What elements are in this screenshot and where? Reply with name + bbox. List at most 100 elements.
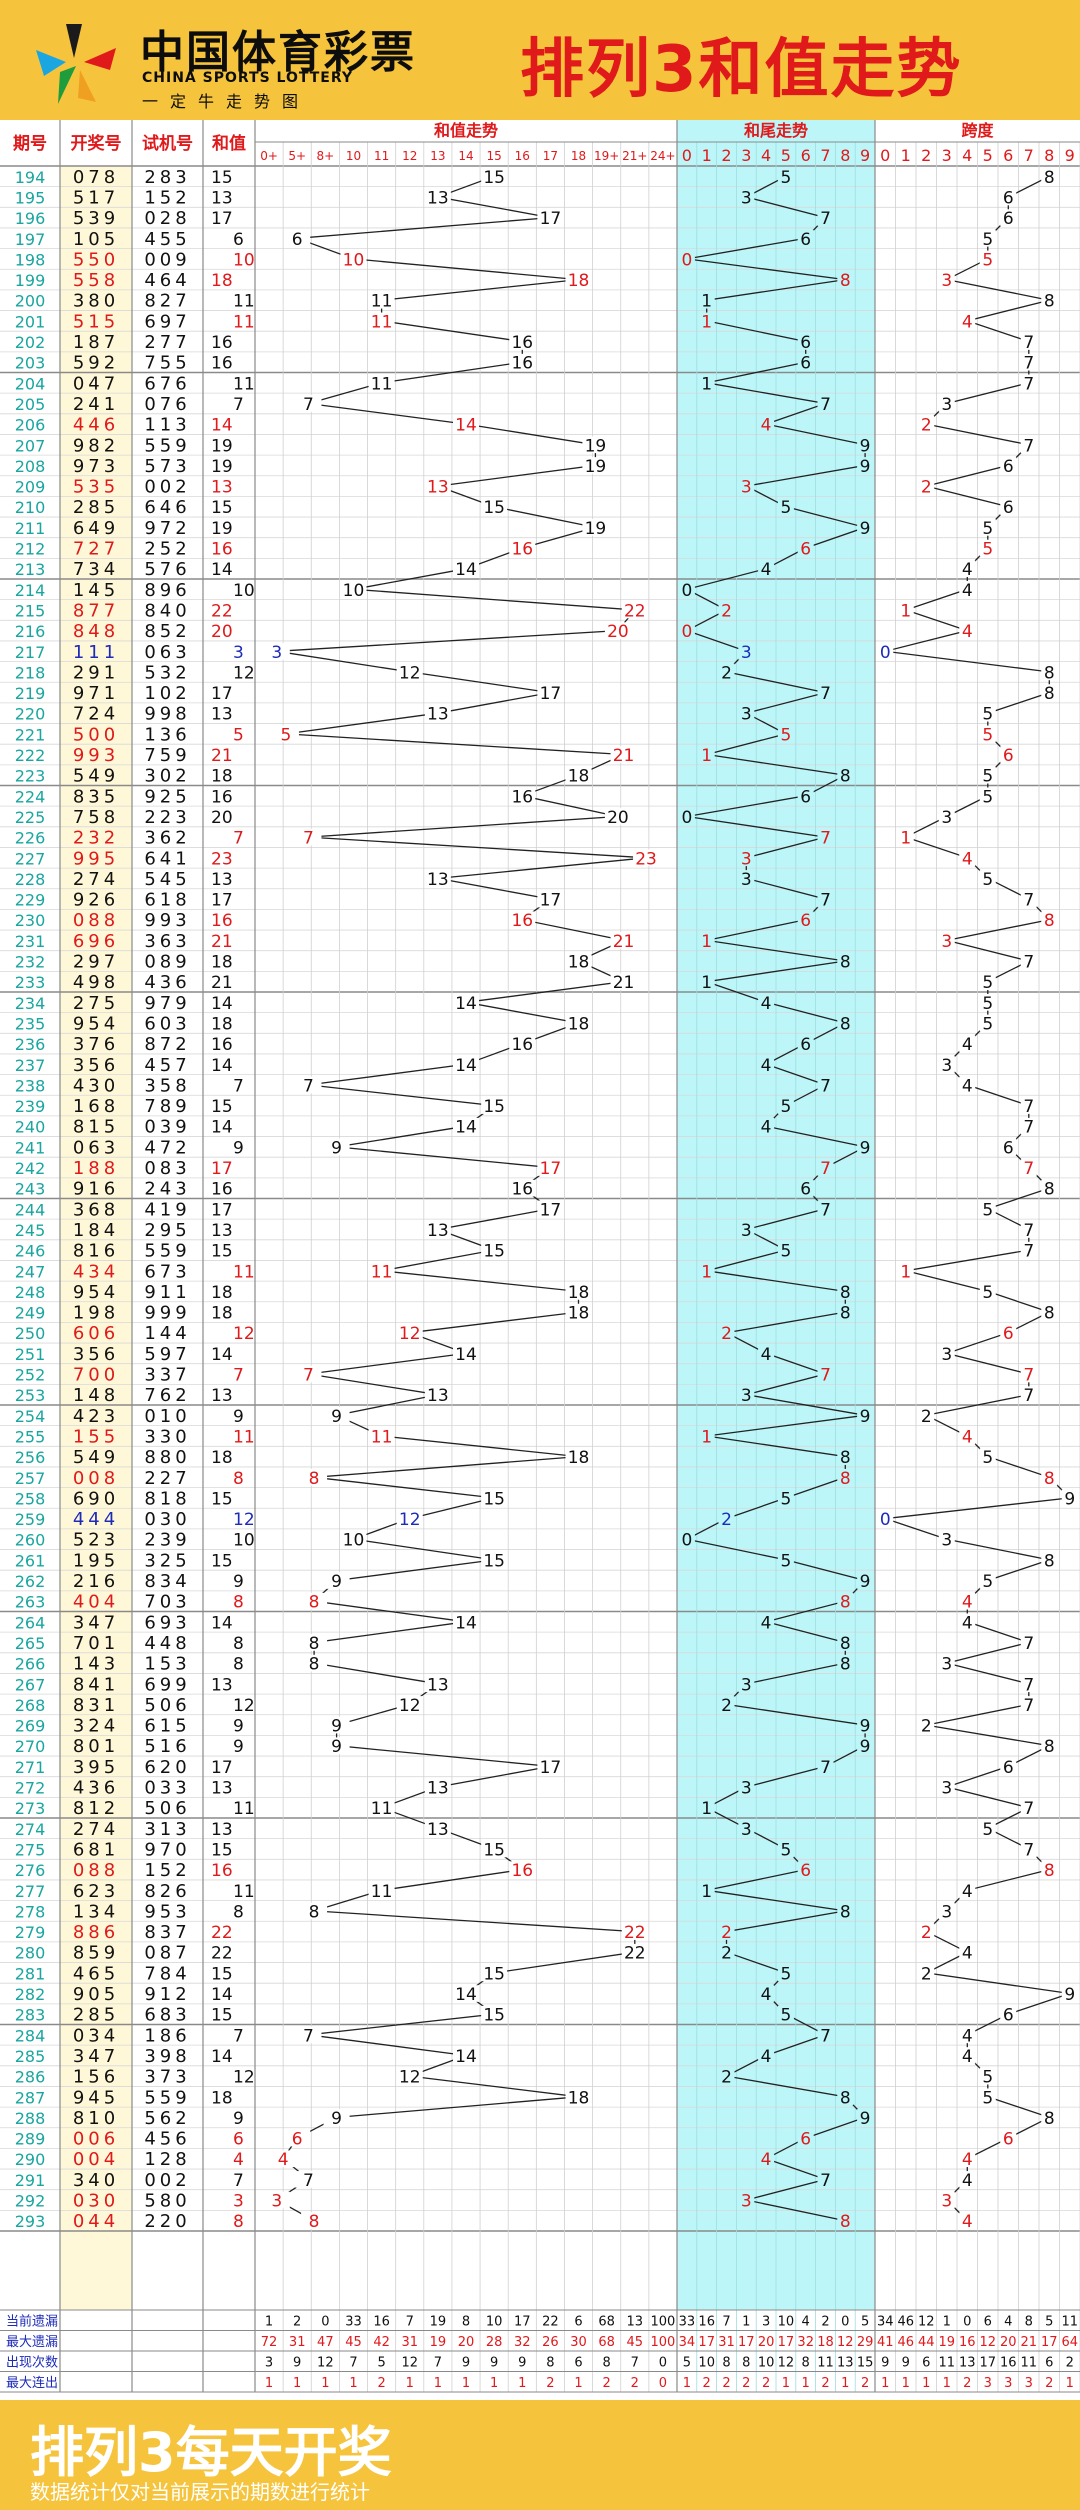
draw-number: 274 (73, 869, 119, 890)
draw-number: 088 (73, 1860, 119, 1881)
span-mark-bg (959, 2026, 976, 2044)
tail-mark: 6 (800, 1180, 811, 1200)
issue-number: 198 (15, 250, 46, 269)
sum-value: 8 (233, 1634, 244, 1654)
stats-sum-value: 0 (659, 2355, 667, 2370)
tail-mark: 8 (840, 2212, 851, 2232)
tail-mark-bg (837, 1654, 854, 1672)
span-mark: 8 (1044, 1737, 1055, 1757)
sum-value: 18 (211, 767, 233, 787)
tail-mark-bg (718, 663, 735, 681)
tail-mark-bg (797, 333, 814, 350)
tail-mark-bg (817, 1758, 834, 1775)
sum-value: 14 (211, 2047, 233, 2067)
sum-value: 15 (211, 168, 233, 188)
span-mark-bg (938, 808, 955, 825)
draw-number: 954 (73, 1013, 119, 1034)
stats-tail-value: 10 (778, 2314, 795, 2329)
test-number: 506 (144, 1695, 190, 1716)
stats-span-value: 1 (1066, 2376, 1074, 2391)
lottery-logo-icon (36, 24, 116, 104)
test-number: 673 (144, 1261, 190, 1282)
span-mark-bg (918, 1923, 935, 1940)
tail-mark-bg (797, 1861, 814, 1878)
issue-number: 208 (15, 457, 46, 476)
stats-span-value: 3 (984, 2376, 992, 2391)
test-number: 818 (144, 1488, 190, 1509)
stats-tail-value: 1 (742, 2314, 750, 2329)
sum-mark: 9 (331, 1572, 342, 1592)
tail-mark: 3 (741, 870, 752, 890)
draw-number: 155 (73, 1426, 119, 1447)
span-trend-line (885, 175, 1072, 2222)
test-number: 784 (144, 1963, 190, 1984)
test-number: 953 (144, 1901, 190, 1922)
tail-mark-bg (758, 1117, 775, 1135)
test-number: 562 (144, 2108, 190, 2129)
tail-mark: 4 (761, 1056, 772, 1076)
stats-sum-value: 31 (289, 2335, 306, 2350)
issue-number: 250 (15, 1324, 46, 1343)
issue-number: 276 (15, 1861, 46, 1880)
span-mark-bg (979, 787, 996, 805)
sum-mark: 13 (427, 188, 449, 208)
stats-sum-value: 13 (627, 2314, 644, 2329)
sum-mark-bg (633, 849, 660, 867)
sum-mark: 21 (613, 973, 635, 993)
issue-number: 287 (15, 2088, 46, 2107)
sum-mark-bg (301, 2212, 328, 2229)
span-mark-bg (1020, 890, 1037, 908)
tail-mark-bg (698, 1427, 715, 1445)
sum-mark-bg (481, 1840, 508, 1858)
draw-number: 111 (73, 642, 119, 663)
tail-mark: 4 (761, 560, 772, 580)
logo-en-text: CHINA SPORTS LOTTERY (142, 70, 353, 86)
sum-mark: 7 (303, 829, 314, 849)
stats-tail-value: 20 (758, 2335, 775, 2350)
sum-mark-bg (610, 746, 637, 763)
stats-sum-value: 12 (317, 2355, 334, 2370)
span-mark: 4 (962, 2026, 973, 2046)
sum-value: 14 (211, 1118, 233, 1138)
stats-label: 最大遗漏 (6, 2334, 58, 2350)
draw-number: 592 (73, 353, 119, 374)
test-number: 872 (144, 1034, 190, 1055)
tail-mark-bg (857, 457, 874, 474)
stats-span-value: 6 (1045, 2355, 1053, 2370)
span-mark-bg (918, 477, 935, 495)
issue-number: 282 (15, 1985, 46, 2004)
tail-mark: 6 (800, 540, 811, 560)
span-mark: 2 (921, 1964, 932, 1984)
stats-tail-value: 13 (837, 2355, 854, 2370)
tail-mark-bg (758, 994, 775, 1011)
stats-span-value: 16 (959, 2335, 976, 2350)
sum-value: 18 (211, 953, 233, 973)
sum-mark: 9 (331, 1407, 342, 1427)
tail-mark-bg (817, 890, 834, 908)
draw-number: 008 (73, 1468, 119, 1489)
stats-sum-value: 12 (401, 2355, 418, 2370)
stats-sum-value: 2 (546, 2376, 554, 2391)
sum-mark: 8 (309, 1902, 320, 1922)
span-mark-bg (938, 1055, 955, 1073)
sum-value: 8 (233, 1655, 244, 1675)
test-number: 896 (144, 580, 190, 601)
issue-number: 269 (15, 1717, 46, 1736)
tail-mark-bg (837, 952, 854, 970)
span-digit-label: 5 (983, 146, 993, 165)
span-mark: 5 (982, 994, 993, 1014)
stats-sum-value: 30 (570, 2335, 587, 2350)
tail-mark: 2 (721, 1944, 732, 1964)
stats-sum-value: 45 (345, 2335, 362, 2350)
tail-mark: 8 (840, 1593, 851, 1613)
sum-value: 12 (233, 1324, 255, 1344)
test-number: 573 (144, 456, 190, 477)
tail-mark-bg (837, 1468, 854, 1486)
stats-span-value: 17 (979, 2355, 996, 2370)
issue-number: 281 (15, 1964, 46, 1983)
span-mark-bg (979, 1200, 996, 1218)
page-title: 排列3和值走势 (520, 33, 963, 107)
tail-mark-bg (817, 2026, 834, 2044)
sum-mark: 17 (540, 1758, 562, 1778)
test-number: 641 (144, 848, 190, 869)
